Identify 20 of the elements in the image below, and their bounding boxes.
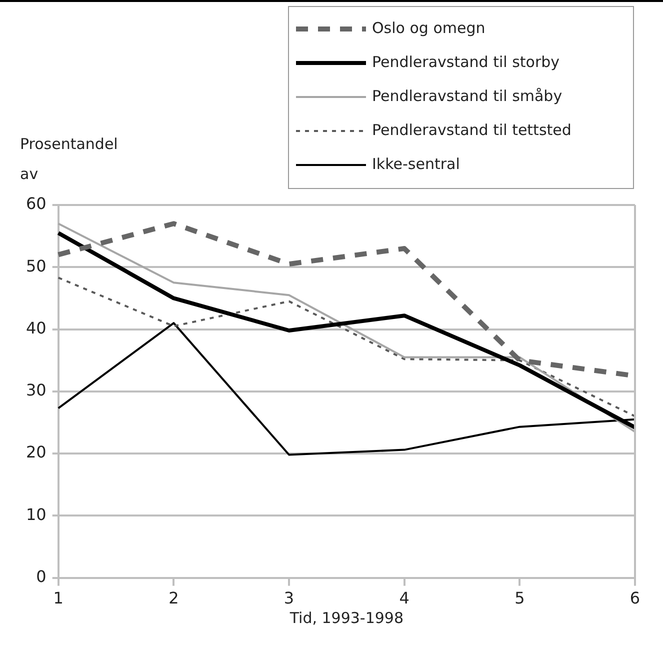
legend-label: Pendleravstand til småby — [372, 86, 562, 105]
x-axis-title: Tid, 1993-1998 — [288, 609, 404, 628]
y-tick-label: 60 — [26, 194, 46, 214]
y-tick-label: 30 — [26, 380, 46, 400]
x-tick-label: 3 — [284, 588, 294, 608]
y-axis-title: Prosentandel av — [20, 134, 118, 183]
x-tick-label: 6 — [630, 588, 640, 608]
y-tick-label: 50 — [26, 256, 46, 276]
x-tick-label: 2 — [168, 588, 179, 608]
legend-label: Pendleravstand til storby — [372, 52, 560, 71]
y-tick-label: 40 — [26, 318, 46, 338]
x-tick-label: 1 — [53, 588, 64, 608]
x-tick-label: 4 — [399, 588, 410, 608]
legend-label: Pendleravstand til tettsted — [372, 120, 572, 139]
y-tick-label: 20 — [26, 442, 46, 462]
legend-label: Oslo og omegn — [372, 18, 486, 37]
x-tick-label: 5 — [514, 588, 525, 608]
y-tick-label: 10 — [26, 504, 46, 524]
y-tick-label: 0 — [36, 566, 46, 586]
legend-label: Ikke-sentral — [372, 154, 460, 173]
